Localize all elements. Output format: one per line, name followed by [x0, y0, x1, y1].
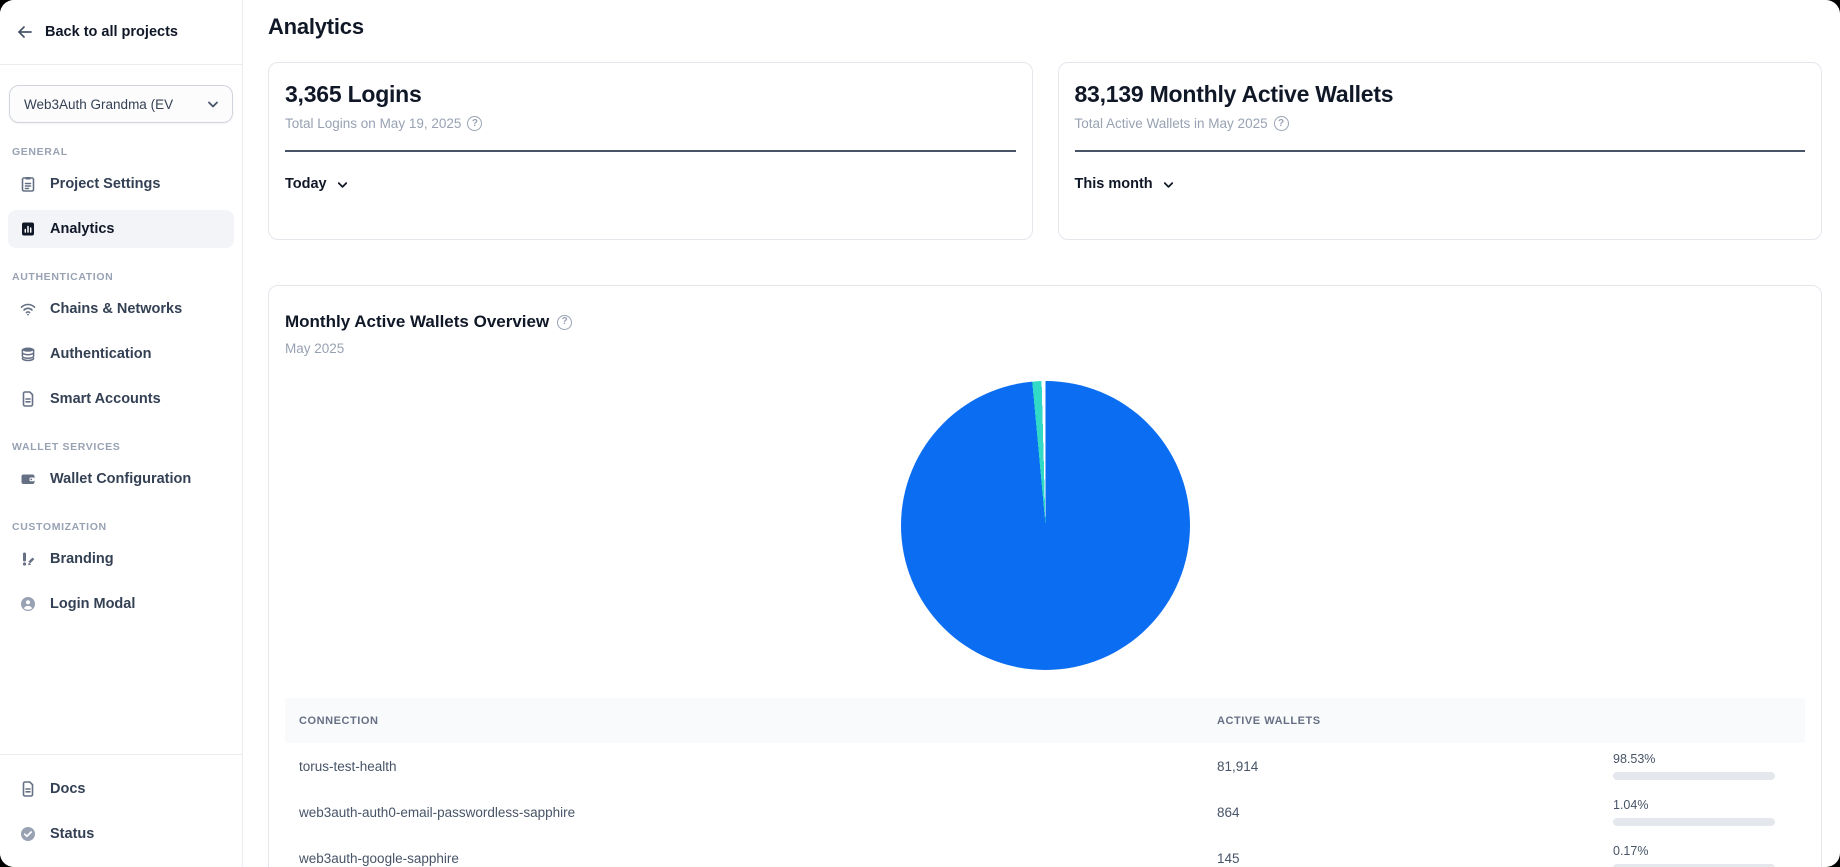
sidebar-item-label: Wallet Configuration — [50, 471, 192, 487]
sidebar-item-label: Chains & Networks — [50, 301, 183, 317]
sidebar-item-label: Login Modal — [50, 596, 136, 612]
monthly-active-wallets-overview-card: Monthly Active Wallets Overview ? May 20… — [268, 285, 1822, 867]
page-title: Analytics — [268, 14, 364, 39]
logins-value: 3,365 Logins — [285, 81, 422, 107]
table-row: web3auth-auth0-email-passwordless-sapphi… — [285, 789, 1805, 835]
back-label: Back to all projects — [45, 24, 178, 40]
sidebar-item-label: Branding — [50, 551, 114, 567]
section-label-authentication: AUTHENTICATION — [12, 271, 114, 283]
sidebar-item-status[interactable]: Status — [8, 815, 234, 853]
section-label-customization: CUSTOMIZATION — [12, 521, 107, 533]
percent-bar — [1613, 864, 1775, 867]
sidebar-footer: Docs Status — [0, 754, 242, 867]
sidebar-item-label: Status — [50, 826, 95, 842]
help-icon[interactable]: ? — [1273, 116, 1289, 131]
active-wallets-count: 81,914 — [1217, 758, 1259, 774]
wifi-icon — [19, 300, 37, 318]
sidebar-item-smart-accounts[interactable]: Smart Accounts — [8, 380, 234, 418]
active-wallets-value: 83,139 Monthly Active Wallets — [1074, 81, 1394, 107]
overview-subtitle: May 2025 — [285, 341, 345, 356]
overview-title: Monthly Active Wallets Overview — [285, 312, 550, 331]
help-icon[interactable]: ? — [557, 314, 573, 330]
main-content: Analytics 3,365 Logins Total Logins on M… — [243, 0, 1840, 867]
chevron-down-icon — [1162, 178, 1175, 191]
percent-label: 0.17% — [1613, 844, 1649, 858]
stat-divider — [285, 150, 1016, 152]
active-wallets-range-dropdown[interactable]: This month — [1075, 176, 1175, 192]
connections-table: CONNECTION ACTIVE WALLETS torus-test-hea… — [285, 698, 1805, 867]
connection-name: web3auth-auth0-email-passwordless-sapphi… — [299, 804, 576, 820]
sidebar-item-chains-networks[interactable]: Chains & Networks — [8, 290, 234, 328]
user-circle-icon — [19, 595, 37, 613]
sidebar-item-wallet-configuration[interactable]: Wallet Configuration — [8, 460, 234, 498]
database-icon — [19, 345, 37, 363]
sidebar-item-label: Analytics — [50, 221, 115, 237]
sidebar-spacer — [0, 623, 242, 754]
column-header-active-wallets: ACTIVE WALLETS — [1217, 714, 1321, 727]
wallet-icon — [19, 470, 37, 488]
sidebar-item-label: Project Settings — [50, 176, 161, 192]
logins-subtitle: Total Logins on May 19, 2025 — [285, 116, 462, 131]
stat-divider — [1074, 150, 1805, 152]
sidebar-item-label: Smart Accounts — [50, 391, 161, 407]
project-selector-value: Web3Auth Grandma (EV — [24, 96, 174, 112]
active-wallets-count: 145 — [1217, 850, 1240, 866]
active-wallets-stat-card: 83,139 Monthly Active Wallets Total Acti… — [1057, 62, 1822, 240]
section-label-wallet-services: WALLET SERVICES — [12, 441, 121, 453]
chevron-down-icon — [206, 97, 220, 111]
chart-doc-icon — [19, 220, 37, 238]
table-row: web3auth-google-sapphire 145 0.17% — [285, 835, 1805, 867]
help-icon[interactable]: ? — [467, 116, 483, 131]
active-wallets-count: 864 — [1217, 804, 1240, 820]
table-row: torus-test-health 81,914 98.53% — [285, 743, 1805, 789]
pie-chart — [900, 381, 1190, 670]
connection-name: web3auth-google-sapphire — [299, 850, 459, 866]
logins-range-dropdown[interactable]: Today — [285, 176, 349, 192]
back-to-projects-link[interactable]: Back to all projects — [0, 0, 242, 65]
percent-bar — [1613, 818, 1775, 826]
sidebar-item-login-modal[interactable]: Login Modal — [8, 585, 234, 623]
table-header-row: CONNECTION ACTIVE WALLETS — [285, 698, 1805, 743]
column-header-connection: CONNECTION — [299, 714, 379, 727]
percent-bar — [1613, 772, 1775, 780]
chevron-down-icon — [336, 178, 349, 191]
section-label-general: GENERAL — [12, 146, 68, 158]
active-wallets-range-value: This month — [1074, 176, 1153, 192]
sidebar-item-project-settings[interactable]: Project Settings — [8, 165, 234, 203]
stat-cards-row: 3,365 Logins Total Logins on May 19, 202… — [268, 62, 1822, 240]
connection-name: torus-test-health — [299, 758, 397, 774]
sidebar-item-label: Docs — [50, 781, 86, 797]
document-icon — [19, 390, 37, 408]
brush-icon — [19, 550, 37, 568]
active-wallets-subtitle: Total Active Wallets in May 2025 — [1074, 116, 1268, 131]
percent-label: 1.04% — [1613, 798, 1649, 812]
back-arrow-icon — [16, 23, 34, 41]
sidebar-item-analytics[interactable]: Analytics — [8, 210, 234, 248]
project-selector-dropdown[interactable]: Web3Auth Grandma (EV — [9, 85, 233, 123]
sidebar-item-branding[interactable]: Branding — [8, 540, 234, 578]
sidebar: Back to all projects Web3Auth Grandma (E… — [0, 0, 243, 867]
logins-stat-card: 3,365 Logins Total Logins on May 19, 202… — [268, 62, 1033, 240]
percent-label: 98.53% — [1613, 752, 1656, 766]
document-icon — [19, 780, 37, 798]
clipboard-icon — [19, 175, 37, 193]
sidebar-item-label: Authentication — [50, 346, 152, 362]
sidebar-item-docs[interactable]: Docs — [8, 770, 234, 808]
sidebar-item-authentication[interactable]: Authentication — [8, 335, 234, 373]
check-circle-icon — [19, 825, 37, 843]
logins-range-value: Today — [285, 176, 327, 192]
